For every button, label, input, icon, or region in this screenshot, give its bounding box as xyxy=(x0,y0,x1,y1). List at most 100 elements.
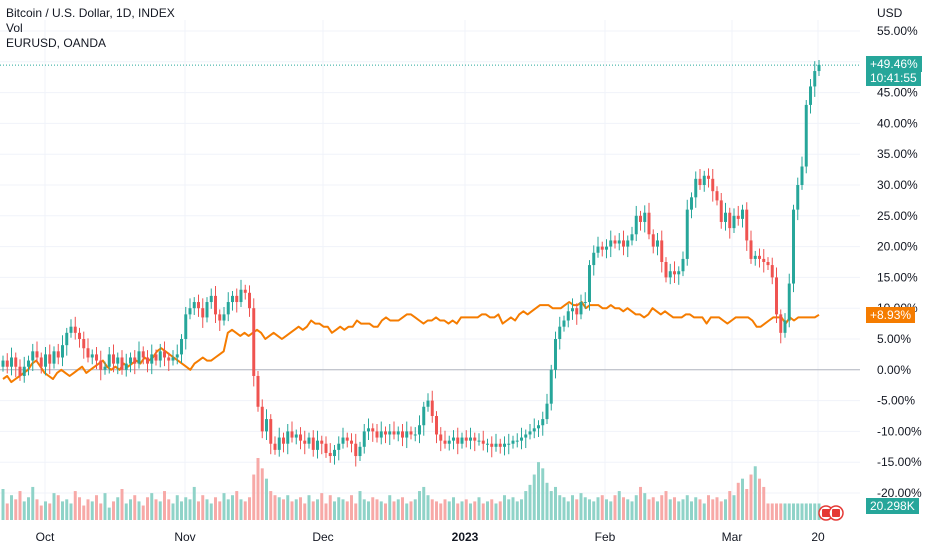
candle-body xyxy=(328,452,332,457)
volume-bar xyxy=(44,501,47,520)
volume-bar xyxy=(617,491,621,520)
volume-bar xyxy=(31,486,35,520)
volume-bar xyxy=(792,503,795,520)
candle-body xyxy=(566,311,570,321)
volume-bar xyxy=(171,503,175,520)
event-flags[interactable] xyxy=(818,505,844,521)
volume-bar xyxy=(27,497,30,520)
legend-compare-symbol[interactable]: EURUSD, OANDA xyxy=(6,36,107,50)
volume-bars xyxy=(1,458,821,520)
legend-main-symbol[interactable]: Bitcoin / U.S. Dollar, 1D, INDEX xyxy=(6,6,175,20)
volume-bar xyxy=(401,497,404,520)
candle-body xyxy=(103,366,107,370)
legend-volume[interactable]: Vol xyxy=(6,21,23,35)
candle-body xyxy=(452,437,455,441)
volume-bar xyxy=(783,503,787,520)
volume-bar xyxy=(137,501,141,520)
candle-body xyxy=(141,351,145,358)
volume-bar xyxy=(728,491,732,520)
candle-body xyxy=(736,215,740,219)
candle-body xyxy=(175,354,179,358)
candle-body xyxy=(464,437,468,441)
y-axis[interactable]: 55.00%50.00%45.00%40.00%35.00%30.00%25.0… xyxy=(877,24,922,500)
candle-body xyxy=(702,175,706,185)
candle-body xyxy=(503,443,506,447)
candle-body xyxy=(787,283,791,321)
volume-bar xyxy=(180,501,183,520)
candle-body xyxy=(192,302,196,309)
volume-bar xyxy=(758,478,761,520)
candle-body xyxy=(252,308,256,376)
candle-body xyxy=(690,197,693,210)
volume-bar xyxy=(184,497,188,520)
volume-bar xyxy=(741,478,744,520)
volume-bar xyxy=(515,501,519,520)
candle-body xyxy=(447,440,451,444)
volume-bar xyxy=(222,493,226,520)
candle-body xyxy=(520,437,523,441)
candle-body xyxy=(711,178,715,192)
candle-body xyxy=(222,314,226,321)
candle-body xyxy=(61,345,64,358)
candle-body xyxy=(345,437,349,441)
volume-bar xyxy=(5,503,9,520)
volume-bar xyxy=(622,497,625,520)
candle-body xyxy=(617,240,621,244)
x-axis[interactable]: Oct Nov Dec 2023 Feb Mar 20 xyxy=(36,530,825,544)
volume-bar xyxy=(745,489,749,520)
volume-bar xyxy=(235,491,239,520)
candle-body xyxy=(541,419,545,426)
candle-body xyxy=(188,308,192,315)
candle-body xyxy=(592,252,596,266)
volume-bar xyxy=(681,499,685,520)
candle-body xyxy=(626,240,630,247)
candle-body xyxy=(388,431,392,435)
candle-body xyxy=(409,431,413,435)
volume-bar xyxy=(596,497,600,520)
volume-bar xyxy=(141,505,145,520)
volume-bar xyxy=(430,499,434,520)
volume-bar xyxy=(724,499,727,520)
candle-body xyxy=(528,431,532,435)
candle-body xyxy=(362,431,366,447)
chart-legend[interactable]: Bitcoin / U.S. Dollar, 1D, INDEX Vol EUR… xyxy=(6,6,175,51)
candle-body xyxy=(320,440,324,444)
candle-body xyxy=(273,443,277,450)
candle-body xyxy=(405,431,409,438)
volume-bar xyxy=(316,499,319,520)
candle-body xyxy=(401,431,404,438)
volume-bar xyxy=(226,499,230,520)
x-tick-label: Mar xyxy=(722,530,743,544)
volume-bar xyxy=(813,503,817,520)
candle-body xyxy=(792,209,795,284)
candle-body xyxy=(82,339,86,349)
volume-bar xyxy=(265,478,268,520)
candle-body xyxy=(651,234,655,247)
volume-bar xyxy=(571,495,574,520)
candle-body xyxy=(39,357,43,367)
candle-body xyxy=(426,400,430,407)
y-tick-label: 25.00% xyxy=(877,209,918,223)
volume-bar xyxy=(588,499,591,520)
candle-body xyxy=(783,320,787,333)
volume-bar xyxy=(630,501,634,520)
volume-bar xyxy=(660,495,664,520)
candle-body xyxy=(481,440,485,444)
volume-bar xyxy=(600,495,604,520)
currency-label[interactable]: USD xyxy=(877,6,903,20)
candle-body xyxy=(384,431,387,435)
volume-bar xyxy=(418,491,421,520)
volume-bar xyxy=(35,499,39,520)
volume-bar xyxy=(282,499,285,520)
volume-bar xyxy=(120,489,124,520)
volume-bar xyxy=(231,495,234,520)
volume-bar xyxy=(188,499,192,520)
candle-body xyxy=(571,308,574,312)
y-tick-label: 55.00% xyxy=(877,24,918,38)
volume-bar xyxy=(460,501,464,520)
candle-body xyxy=(613,240,617,244)
volume-bar xyxy=(256,458,260,520)
y-tick-label: 0.00% xyxy=(877,363,911,377)
volume-bar xyxy=(719,501,723,520)
